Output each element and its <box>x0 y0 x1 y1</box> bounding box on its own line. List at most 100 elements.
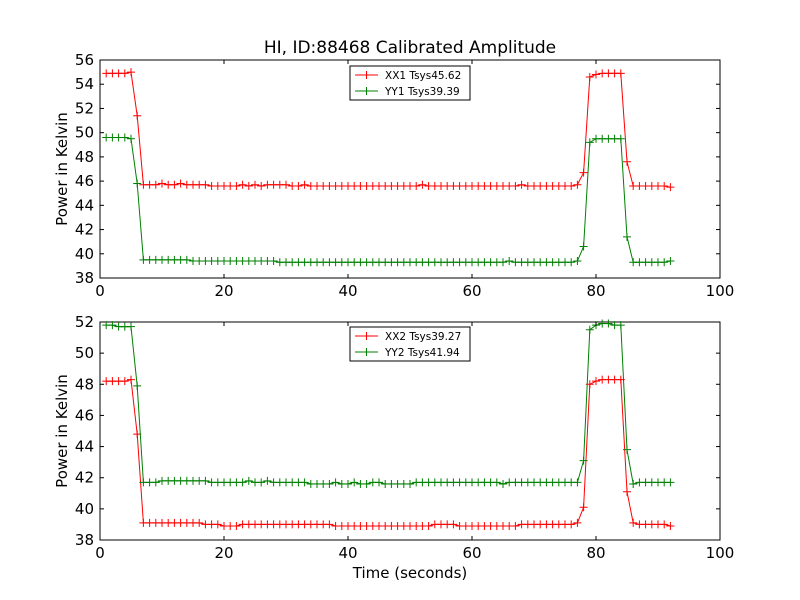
legend-marker <box>362 348 371 356</box>
x-tick-label: 80 <box>586 282 605 300</box>
data-point <box>623 157 631 166</box>
data-point <box>300 478 309 487</box>
data-point <box>517 180 526 189</box>
data-point <box>331 478 340 487</box>
y-tick-label: 42 <box>75 469 94 487</box>
x-tick-label: 0 <box>95 282 105 300</box>
legend-marker <box>362 332 371 340</box>
legend-box <box>349 65 471 101</box>
data-point <box>120 69 129 78</box>
data-point <box>579 503 588 512</box>
data-point <box>133 179 142 188</box>
x-tick-label: 60 <box>462 282 481 300</box>
data-point <box>449 520 458 529</box>
data-point <box>158 179 166 188</box>
data-point <box>666 257 675 266</box>
data-point <box>629 479 638 488</box>
data-point <box>362 479 371 488</box>
data-point <box>213 520 222 529</box>
y-tick-label: 54 <box>75 75 94 93</box>
legend-box <box>349 326 471 362</box>
data-point <box>660 258 669 267</box>
data-point <box>616 134 625 143</box>
data-point <box>269 257 278 266</box>
legend-label: XX2 Tsys39.27 <box>385 331 461 343</box>
y-tick-label: 46 <box>75 172 94 190</box>
data-point <box>579 168 588 177</box>
x-tick-label: 40 <box>338 544 357 562</box>
data-point <box>616 321 625 330</box>
data-point <box>257 478 266 487</box>
legend-label: YY2 Tsys41.94 <box>384 347 460 359</box>
data-point <box>263 476 272 485</box>
data-point <box>300 180 309 189</box>
y-tick-label: 52 <box>75 99 94 117</box>
data-point <box>127 375 135 384</box>
data-point <box>195 518 204 527</box>
bottom-subplot: 0 20 40 60 80 100 38 40 42 44 46 48 50 52 Power in Kel… <box>53 313 734 582</box>
data-point <box>151 478 160 487</box>
data-point <box>232 181 241 190</box>
data-point <box>133 111 142 120</box>
data-point <box>244 181 253 190</box>
y-tick-label: 48 <box>75 148 94 166</box>
y-axis-label: Power in Kelvin <box>53 374 71 488</box>
y-tick-label: 40 <box>75 500 94 518</box>
data-point <box>325 479 334 488</box>
data-point <box>127 322 135 331</box>
x-tick-label: 100 <box>706 282 735 300</box>
data-point <box>592 377 600 386</box>
legend: XX1 Tsys45.62 YY1 Tsys39.39 <box>349 65 471 101</box>
data-point <box>567 181 576 190</box>
data-point <box>257 181 266 190</box>
data-point <box>120 133 129 142</box>
data-point <box>567 258 576 267</box>
x-tick-label: 80 <box>586 544 605 562</box>
data-point <box>623 445 631 454</box>
data-point <box>666 521 675 530</box>
data-point <box>499 258 507 267</box>
data-point <box>127 68 135 77</box>
data-point <box>660 520 669 529</box>
x-tick-label: 100 <box>706 544 735 562</box>
data-point <box>350 478 359 487</box>
plot-frame <box>99 59 721 279</box>
data-point <box>573 180 582 189</box>
y-tick-label: 48 <box>75 375 94 393</box>
data-point <box>666 478 675 487</box>
top-subplot: 0 20 40 60 80 100 38 40 42 44 46 48 50 52 54 56 Power in… <box>53 51 734 300</box>
data-point <box>182 255 191 264</box>
data-point <box>511 521 520 530</box>
data-point <box>623 232 631 241</box>
legend-label: YY1 Tsys39.39 <box>384 86 460 98</box>
legend-label: XX1 Tsys45.62 <box>385 70 461 82</box>
data-point <box>629 518 638 527</box>
data-point <box>660 181 669 190</box>
data-point <box>573 478 582 487</box>
data-point <box>573 518 582 527</box>
data-point <box>623 487 631 496</box>
y-tick-label: 40 <box>75 245 94 263</box>
data-point <box>592 70 600 79</box>
y-tick-label: 56 <box>75 51 94 69</box>
data-point <box>127 134 135 143</box>
data-point <box>170 180 179 189</box>
y-tick-label: 50 <box>75 124 94 142</box>
data-point <box>133 381 142 390</box>
data-point <box>244 476 253 485</box>
data-point <box>375 478 383 487</box>
data-point <box>412 181 421 190</box>
x-tick-label: 20 <box>214 544 233 562</box>
data-point <box>616 69 625 78</box>
legend-marker <box>362 87 371 95</box>
x-tick-label: 0 <box>95 544 105 562</box>
data-point <box>151 180 160 189</box>
data-point <box>344 479 352 488</box>
y-axis-label: Power in Kelvin <box>53 112 71 226</box>
data-point <box>573 257 582 266</box>
x-tick-label: 60 <box>462 544 481 562</box>
data-point <box>505 257 514 266</box>
legend: XX2 Tsys39.27 YY2 Tsys41.94 <box>349 326 471 362</box>
y-tick-label: 44 <box>75 438 94 456</box>
